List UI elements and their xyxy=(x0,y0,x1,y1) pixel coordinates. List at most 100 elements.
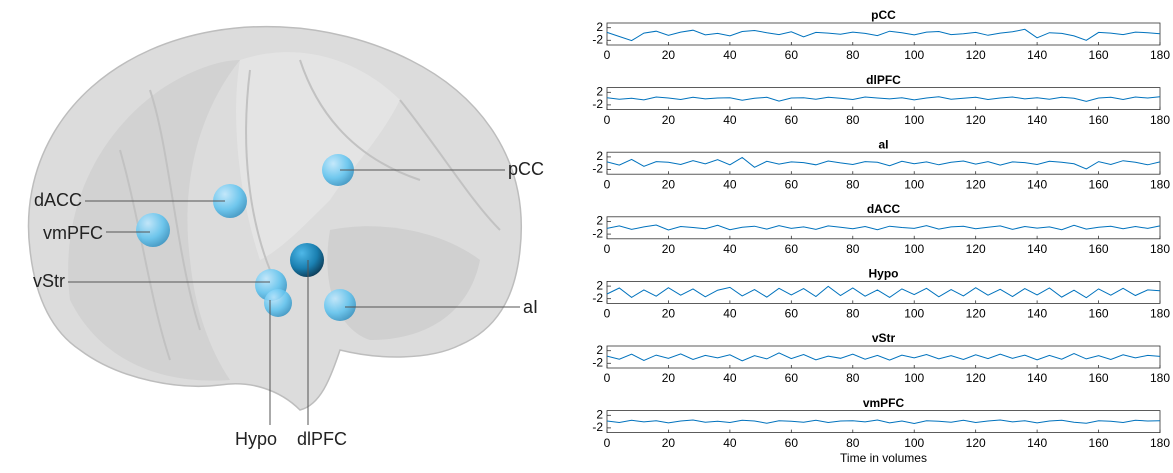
panel-title: dACC xyxy=(867,202,901,216)
x-tick-label: 60 xyxy=(785,48,799,62)
x-tick-label: 100 xyxy=(904,242,924,256)
x-tick-label: 80 xyxy=(846,436,860,450)
y-tick-label: 2 xyxy=(596,343,603,357)
x-tick-label: 20 xyxy=(662,371,676,385)
roi-label: vmPFC xyxy=(43,223,103,243)
x-tick-label: 120 xyxy=(966,48,986,62)
x-tick-label: 140 xyxy=(1027,242,1047,256)
panel-title: vStr xyxy=(872,331,896,345)
x-tick-label: 0 xyxy=(604,436,611,450)
x-tick-label: 80 xyxy=(846,48,860,62)
axes-box xyxy=(607,152,1160,174)
x-tick-label: 0 xyxy=(604,371,611,385)
y-tick-label: 2 xyxy=(596,20,603,34)
x-tick-label: 60 xyxy=(785,242,799,256)
roi-label: pCC xyxy=(508,159,544,179)
y-tick-label: -2 xyxy=(592,226,603,240)
brain xyxy=(29,27,522,410)
x-tick-label: 20 xyxy=(662,242,676,256)
roi-sphere xyxy=(264,289,292,317)
y-tick-label: 2 xyxy=(596,407,603,421)
x-tick-label: 140 xyxy=(1027,307,1047,321)
panel-title: aI xyxy=(878,137,888,151)
x-tick-label: 40 xyxy=(723,307,737,321)
x-tick-label: 160 xyxy=(1089,242,1109,256)
axes-box xyxy=(607,23,1160,45)
x-tick-label: 20 xyxy=(662,113,676,127)
x-tick-label: 80 xyxy=(846,371,860,385)
x-tick-label: 0 xyxy=(604,307,611,321)
y-tick-label: 2 xyxy=(596,149,603,163)
x-tick-label: 140 xyxy=(1027,48,1047,62)
x-tick-label: 0 xyxy=(604,48,611,62)
axes-box xyxy=(607,346,1160,368)
x-tick-label: 60 xyxy=(785,371,799,385)
x-tick-label: 180 xyxy=(1150,242,1170,256)
x-tick-label: 140 xyxy=(1027,177,1047,191)
x-tick-label: 180 xyxy=(1150,371,1170,385)
roi-label: Hypo xyxy=(235,429,277,449)
x-tick-label: 140 xyxy=(1027,371,1047,385)
x-tick-label: 100 xyxy=(904,371,924,385)
y-tick-label: 2 xyxy=(596,214,603,228)
x-tick-label: 40 xyxy=(723,242,737,256)
x-tick-label: 160 xyxy=(1089,307,1109,321)
panel-title: pCC xyxy=(871,8,896,22)
figure: pCCdACCvmPFCvStraIHypodlPFC pCC-22020406… xyxy=(0,0,1173,473)
x-tick-label: 80 xyxy=(846,113,860,127)
x-tick-label: 140 xyxy=(1027,436,1047,450)
x-tick-label: 40 xyxy=(723,113,737,127)
x-tick-label: 160 xyxy=(1089,436,1109,450)
x-tick-label: 60 xyxy=(785,113,799,127)
x-tick-label: 120 xyxy=(966,436,986,450)
x-tick-label: 0 xyxy=(604,242,611,256)
x-tick-label: 180 xyxy=(1150,307,1170,321)
x-tick-label: 160 xyxy=(1089,371,1109,385)
y-tick-label: -2 xyxy=(592,32,603,46)
x-tick-label: 100 xyxy=(904,436,924,450)
x-tick-label: 160 xyxy=(1089,177,1109,191)
x-tick-label: 0 xyxy=(604,113,611,127)
x-tick-label: 120 xyxy=(966,177,986,191)
x-tick-label: 120 xyxy=(966,242,986,256)
roi-label: dlPFC xyxy=(297,429,347,449)
x-tick-label: 0 xyxy=(604,177,611,191)
y-tick-label: -2 xyxy=(592,420,603,434)
x-tick-label: 100 xyxy=(904,177,924,191)
y-tick-label: -2 xyxy=(592,355,603,369)
x-tick-label: 120 xyxy=(966,371,986,385)
x-tick-label: 180 xyxy=(1150,436,1170,450)
x-tick-label: 100 xyxy=(904,113,924,127)
x-tick-label: 140 xyxy=(1027,113,1047,127)
roi-label: vStr xyxy=(33,271,65,291)
roi-sphere xyxy=(136,213,170,247)
x-tick-label: 20 xyxy=(662,436,676,450)
x-tick-label: 120 xyxy=(966,307,986,321)
x-tick-label: 80 xyxy=(846,307,860,321)
x-tick-label: 100 xyxy=(904,48,924,62)
y-tick-label: 2 xyxy=(596,84,603,98)
x-tick-label: 20 xyxy=(662,48,676,62)
roi-label: dACC xyxy=(34,190,82,210)
panel-title: dlPFC xyxy=(866,73,901,87)
y-tick-label: 2 xyxy=(596,278,603,292)
x-tick-label: 40 xyxy=(723,436,737,450)
panel-title: Hypo xyxy=(869,267,899,281)
x-tick-label: 20 xyxy=(662,307,676,321)
x-tick-label: 40 xyxy=(723,177,737,191)
x-tick-label: 60 xyxy=(785,307,799,321)
x-tick-label: 60 xyxy=(785,177,799,191)
x-tick-label: 160 xyxy=(1089,113,1109,127)
roi-sphere xyxy=(290,243,324,277)
x-tick-label: 60 xyxy=(785,436,799,450)
x-tick-label: 180 xyxy=(1150,177,1170,191)
panel-title: vmPFC xyxy=(863,396,905,410)
roi-label: aI xyxy=(523,297,538,317)
x-tick-label: 180 xyxy=(1150,48,1170,62)
x-tick-label: 80 xyxy=(846,242,860,256)
x-tick-label: 20 xyxy=(662,177,676,191)
y-tick-label: -2 xyxy=(592,162,603,176)
roi-sphere xyxy=(324,289,356,321)
x-axis-label: Time in volumes xyxy=(840,451,927,465)
